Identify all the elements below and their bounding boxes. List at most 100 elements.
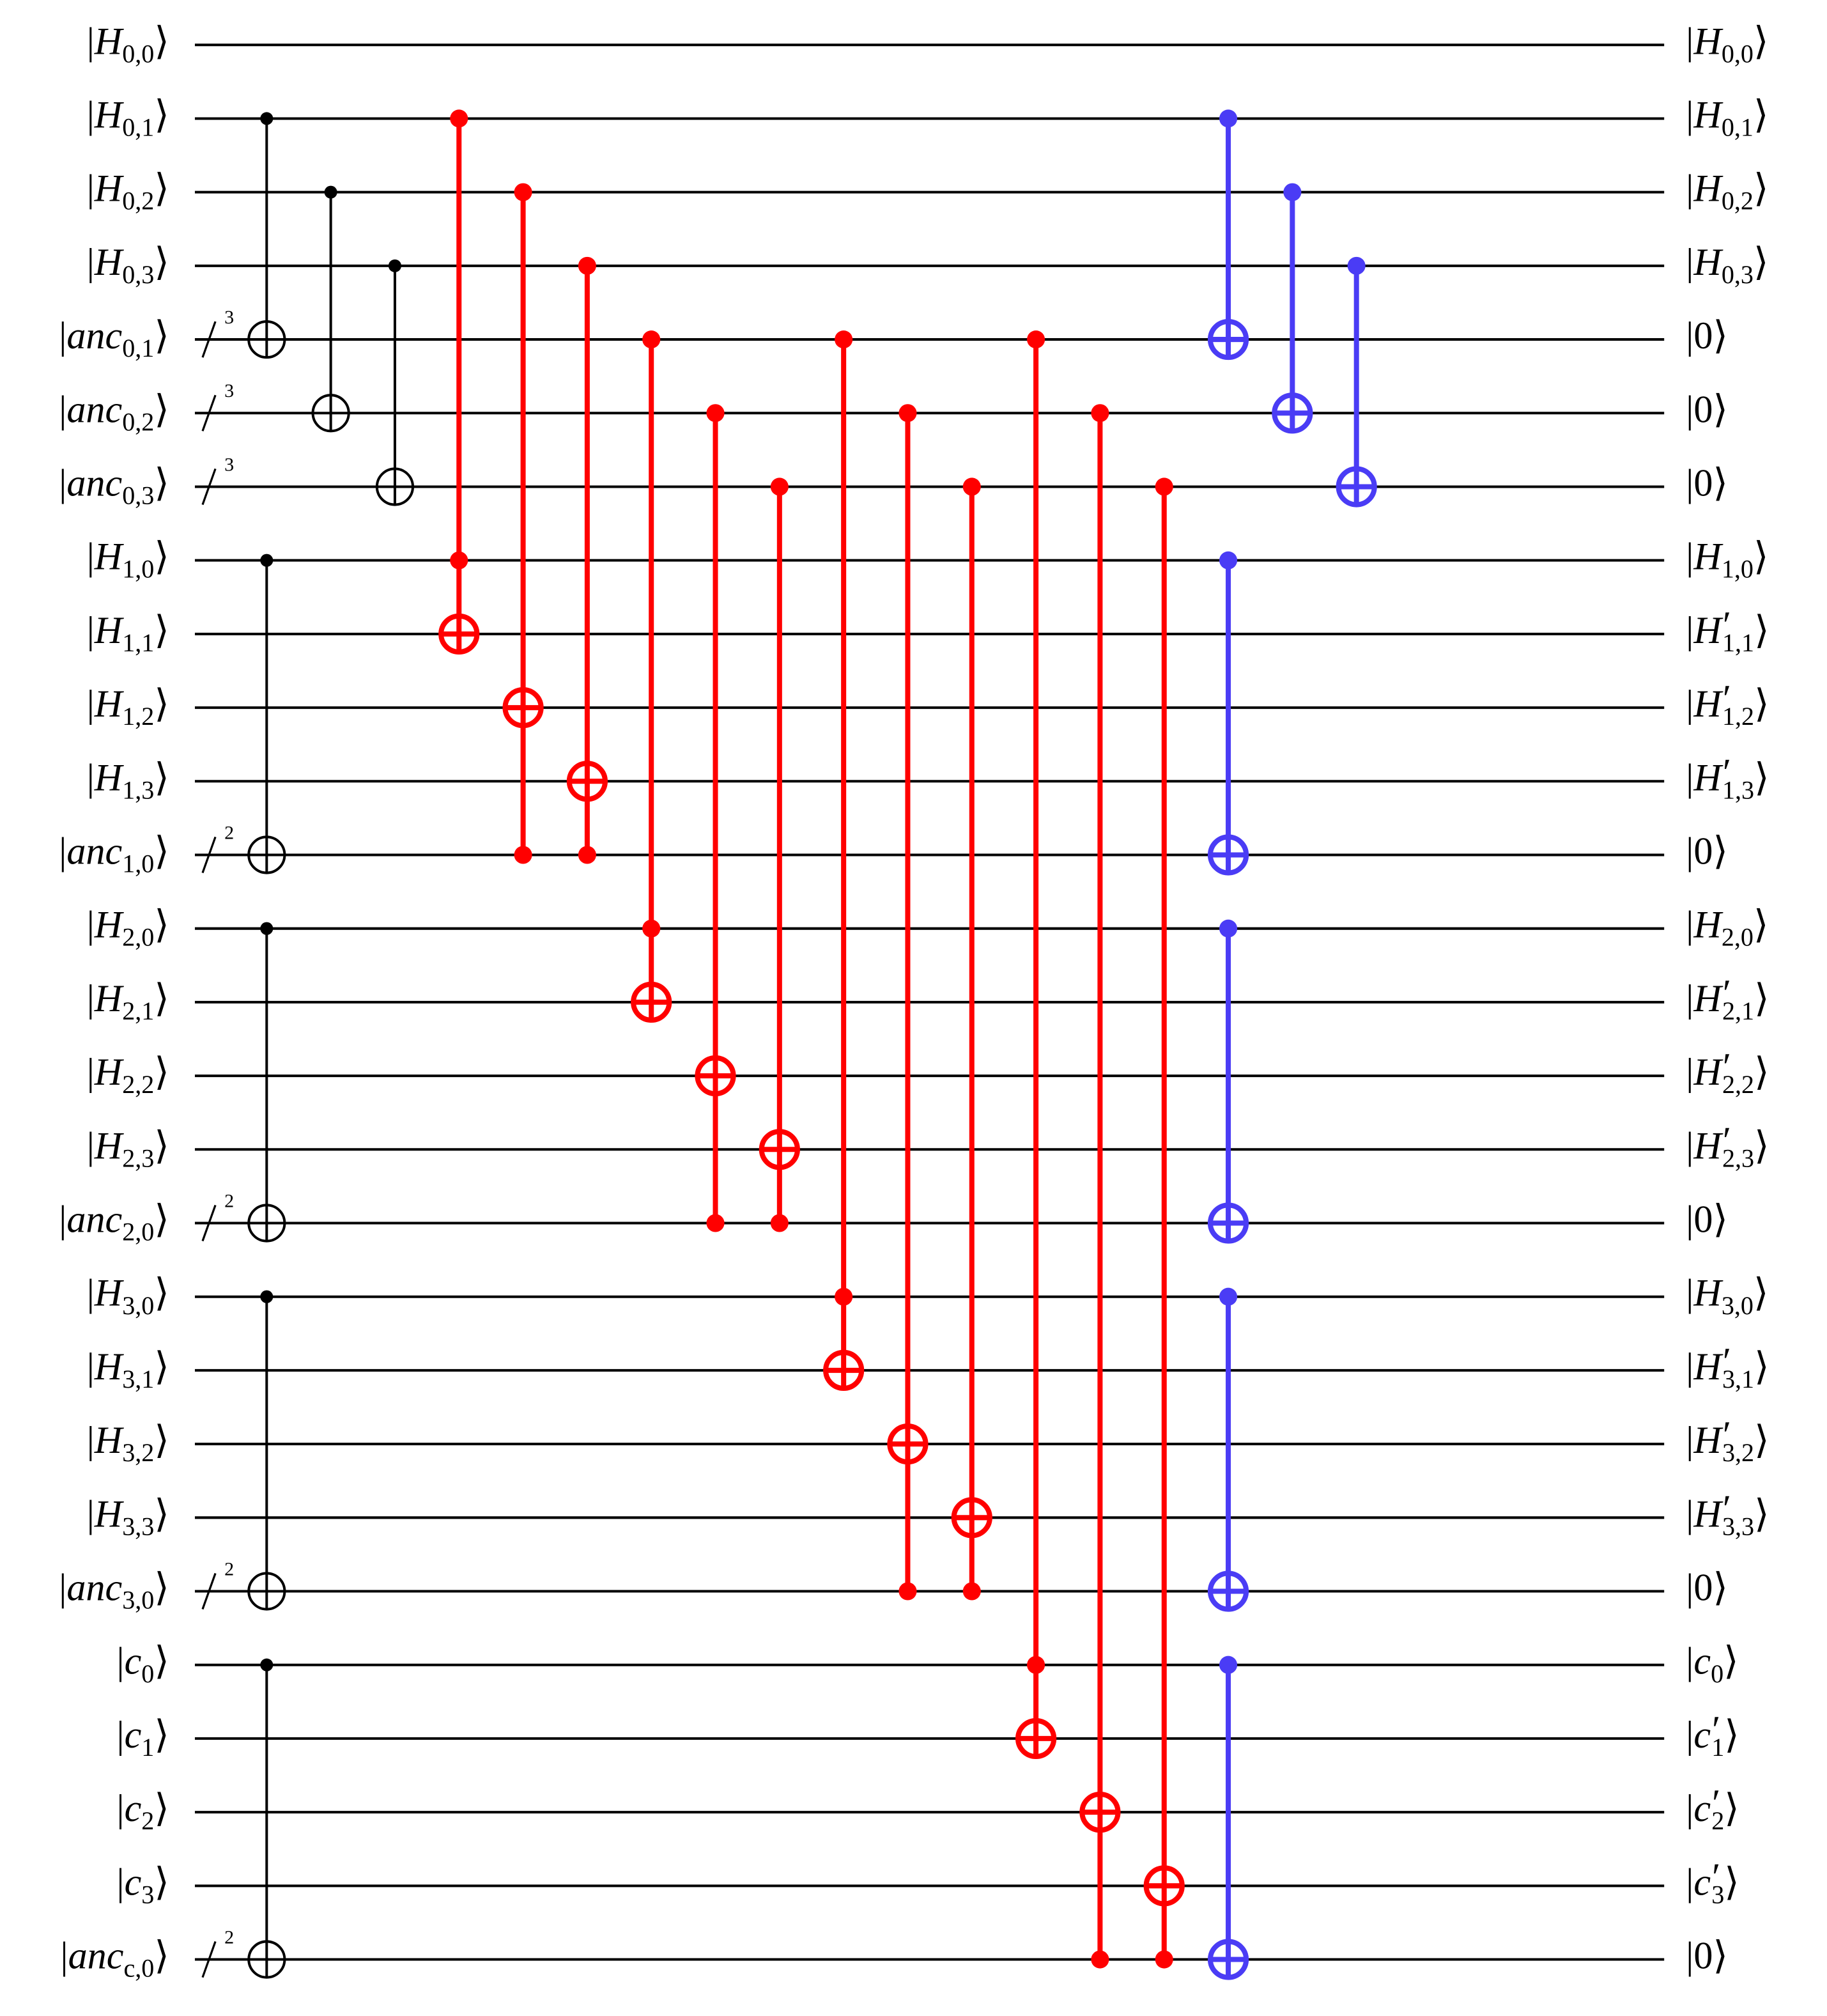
ket-name: c	[1693, 1640, 1711, 1683]
control-dot	[388, 259, 401, 272]
ket-close: ⟩	[154, 1934, 169, 1977]
ket-open: |	[87, 1419, 95, 1462]
ket-label: |c′1⟩	[1686, 1709, 1739, 1762]
control-dot	[514, 183, 532, 201]
ket-open: |	[59, 830, 66, 872]
ket-name: H	[1693, 1493, 1723, 1535]
ket-name: H	[94, 683, 125, 725]
subscript: c,0	[123, 1954, 154, 1983]
control-dot	[260, 554, 274, 567]
ket-name: H	[1693, 1419, 1723, 1462]
cnot-gate	[823, 330, 865, 1392]
ket-close: ⟩	[154, 1198, 169, 1241]
bundle-size: 2	[224, 1558, 234, 1579]
ket-close: ⟩	[154, 1640, 169, 1683]
ket-close: ⟩	[1713, 314, 1727, 357]
subscript: 1	[141, 1733, 154, 1762]
control-dot	[450, 551, 468, 570]
ket-label: |anc0,1⟩	[59, 314, 169, 362]
ket-name: H	[94, 241, 125, 284]
prime: ′	[1723, 1046, 1731, 1089]
ket-open: |	[87, 93, 95, 136]
ket-name: 0	[1693, 1198, 1713, 1241]
ket-name: H	[1693, 904, 1723, 947]
ket-label: |H′3,3⟩	[1686, 1487, 1769, 1540]
subscript: 3,3	[122, 1512, 154, 1541]
ket-label: |H′1,3⟩	[1686, 751, 1769, 804]
ket-label: |c′2⟩	[1686, 1782, 1739, 1835]
ket-label: |H0,1⟩	[1686, 93, 1768, 141]
control-dot	[706, 1214, 725, 1232]
control-dot	[962, 477, 981, 496]
ket-open: |	[1686, 93, 1693, 136]
ket-name: anc	[66, 1566, 122, 1609]
ket-label: |H′1,2⟩	[1686, 678, 1769, 731]
ket-open: |	[87, 20, 95, 63]
ket-open: |	[1686, 1566, 1693, 1609]
ket-close: ⟩	[1754, 1493, 1769, 1535]
control-dot	[578, 846, 596, 864]
ket-name: H	[1693, 1345, 1723, 1388]
ket-close: ⟩	[1724, 1861, 1739, 1904]
cnot-gate	[566, 256, 608, 864]
subscript: 3,3	[1722, 1512, 1754, 1541]
ket-close: ⟩	[154, 1493, 169, 1535]
ket-label: |H0,0⟩	[87, 20, 169, 68]
ket-name: H	[1693, 609, 1723, 652]
ket-close: ⟩	[154, 1124, 169, 1167]
subscript: 0,3	[1722, 260, 1754, 289]
bundle-size: 3	[224, 453, 234, 475]
cnot-gate	[311, 185, 350, 433]
ket-label: |H′3,1⟩	[1686, 1340, 1769, 1393]
ket-label: |H′2,2⟩	[1686, 1046, 1769, 1099]
prime: ′	[1723, 751, 1731, 794]
ket-label: |H1,2⟩	[87, 683, 169, 731]
control-dot	[1027, 330, 1045, 349]
prime: ′	[1723, 678, 1731, 720]
bundle-slash	[201, 468, 217, 506]
prime: ′	[1723, 1487, 1731, 1530]
ket-label: |H2,0⟩	[87, 904, 169, 952]
control-dot	[835, 1287, 853, 1306]
subscript: 2,2	[1722, 1070, 1754, 1099]
ket-close: ⟩	[1713, 1198, 1727, 1241]
subscript: 0,1	[1722, 113, 1754, 142]
cnot-gate	[1207, 1287, 1249, 1612]
ket-label: |H2,0⟩	[1686, 904, 1768, 952]
ket-name: H	[94, 1419, 125, 1462]
ket-name: H	[1693, 241, 1723, 284]
ket-close: ⟩	[154, 1714, 169, 1756]
prime: ′	[1712, 1856, 1720, 1898]
subscript: 1,3	[122, 776, 154, 805]
ket-name: c	[125, 1861, 142, 1904]
ket-label: |anc0,2⟩	[59, 388, 169, 436]
ket-label: |c3⟩	[117, 1861, 169, 1909]
ket-close: ⟩	[154, 93, 169, 136]
ket-label: |H1,0⟩	[87, 535, 169, 583]
subscript: 2	[141, 1806, 154, 1835]
control-dot	[1347, 256, 1366, 275]
subscript: 3,2	[122, 1438, 154, 1467]
ket-close: ⟩	[1754, 241, 1768, 284]
ket-label: |H3,2⟩	[87, 1419, 169, 1467]
ket-name: 0	[1693, 830, 1713, 872]
ket-name: H	[94, 1124, 125, 1167]
ket-label: |H0,2⟩	[87, 167, 169, 215]
subscript: 2,0	[122, 1218, 154, 1246]
ket-close: ⟩	[1724, 1714, 1739, 1756]
ket-label: |0⟩	[1686, 1198, 1728, 1241]
ket-open: |	[1686, 1198, 1693, 1241]
control-dot	[260, 1290, 274, 1303]
subscript: 2,1	[1722, 996, 1754, 1025]
ket-open: |	[59, 1566, 66, 1609]
control-dot	[260, 112, 274, 125]
subscript: 2,2	[122, 1070, 154, 1099]
ket-name: anc	[66, 461, 122, 504]
control-dot	[260, 922, 274, 935]
cnot-gate	[247, 554, 286, 874]
ket-label: |0⟩	[1686, 388, 1728, 431]
control-dot	[898, 404, 917, 423]
ket-label: |H3,1⟩	[87, 1345, 169, 1393]
subscript: 3,1	[122, 1365, 154, 1393]
